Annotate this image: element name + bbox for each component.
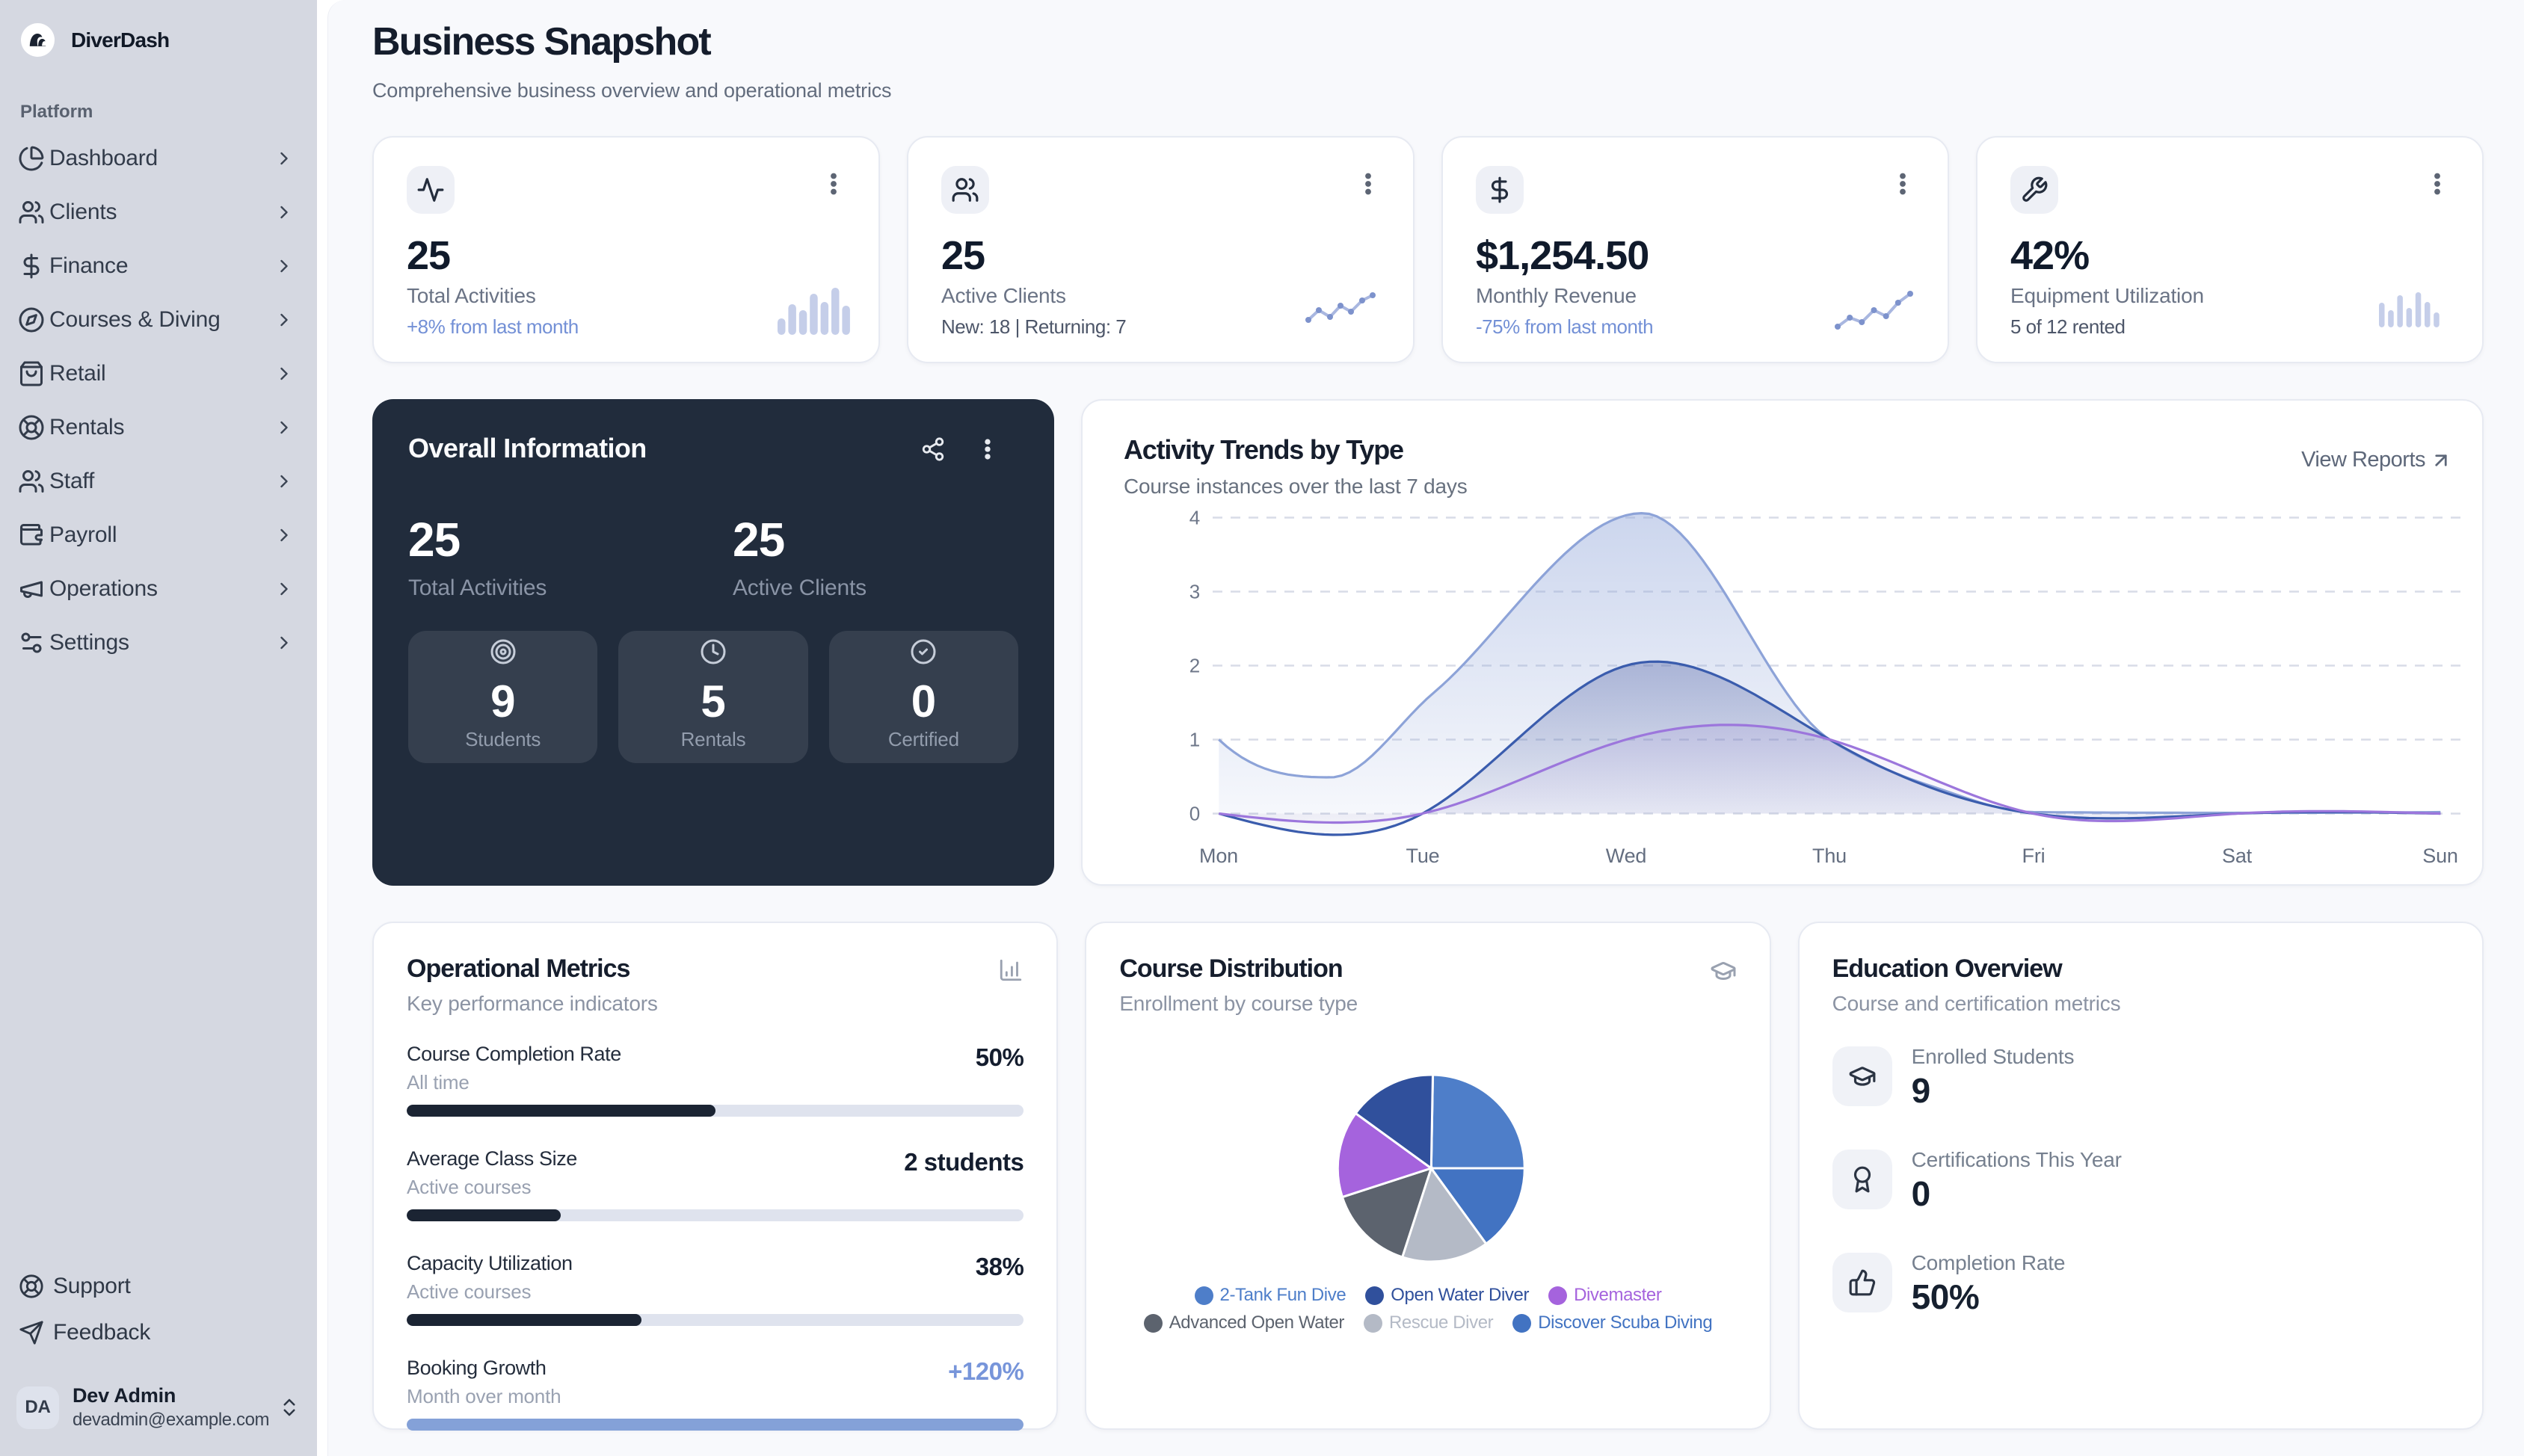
svg-text:Sat: Sat	[2222, 845, 2253, 867]
svg-text:0: 0	[1189, 803, 1200, 825]
svg-text:Tue: Tue	[1406, 845, 1440, 867]
svg-text:4: 4	[1189, 507, 1200, 529]
svg-text:Fri: Fri	[2022, 845, 2046, 867]
svg-text:Thu: Thu	[1812, 845, 1847, 867]
svg-text:2: 2	[1189, 655, 1200, 677]
svg-text:3: 3	[1189, 581, 1200, 603]
svg-text:Sun: Sun	[2422, 845, 2457, 867]
svg-text:Wed: Wed	[1606, 845, 1646, 867]
svg-text:1: 1	[1189, 729, 1200, 751]
svg-text:Mon: Mon	[1199, 845, 1238, 867]
